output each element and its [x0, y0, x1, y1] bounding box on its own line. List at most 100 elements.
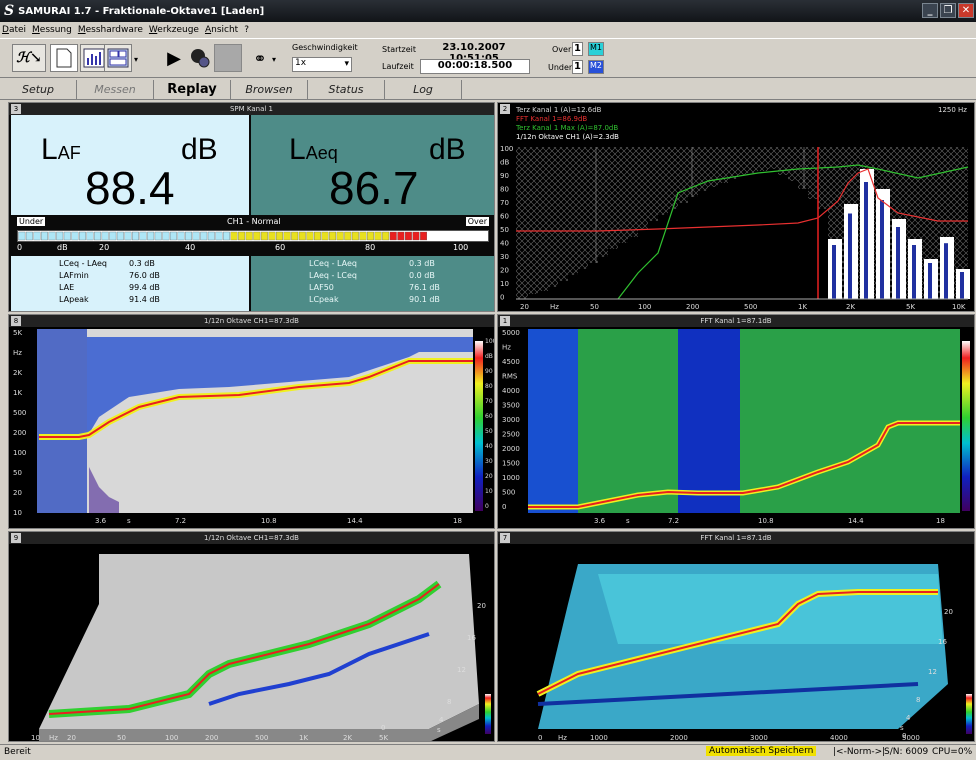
- wf2-xlabel: 3000: [750, 734, 768, 742]
- level-segment: [41, 231, 48, 241]
- spm-panel[interactable]: SPM Kanal 1 3 LAF dB 88.4 LAeq dB 86.7 U…: [8, 102, 495, 312]
- norm-indicator: |<-Norm->|: [833, 747, 886, 757]
- waterfall-octave-panel[interactable]: 1/12n Oktave CH1=87.3dB 9 10 Hz 20 50 100 200…: [8, 531, 495, 742]
- wf2-xlabel: 5000: [902, 734, 920, 742]
- wf1-depth-label: 20: [477, 602, 486, 610]
- spec-bar: [628, 237, 638, 299]
- multi-chart-icon[interactable]: [104, 44, 132, 72]
- wf1-depth-label: s: [437, 726, 441, 734]
- sono2-ylabel: 500: [502, 489, 515, 497]
- menu-help[interactable]: ?: [244, 25, 249, 35]
- speed-label: Geschwindigkeit: [292, 43, 358, 52]
- bar-chart-icon[interactable]: [80, 44, 108, 72]
- search-dropdown-icon[interactable]: ▾: [272, 55, 277, 64]
- wf1-depth-label: 8: [447, 698, 451, 706]
- tab-messen[interactable]: Messen: [77, 80, 154, 99]
- spec-ylabel: 50: [500, 226, 509, 234]
- level-segment: [78, 231, 86, 241]
- sono2-ylabel: 2500: [502, 431, 520, 439]
- menu-messung[interactable]: Messung: [32, 25, 72, 35]
- hardware-icon[interactable]: ℋ↘: [12, 44, 46, 72]
- toolbar: ℋ↘ ▾ ▶ ⚭ ▾ Geschwindigkeit 1x ▾ Startzei…: [0, 38, 976, 78]
- menu-ansicht[interactable]: Ansicht: [204, 25, 239, 35]
- spec-bar: [568, 275, 578, 299]
- sono1-scale-label: 30: [485, 458, 493, 465]
- scale-40: 40: [185, 243, 196, 252]
- sono1-xlabel: 3.6: [95, 517, 107, 525]
- level-segment: [169, 231, 177, 241]
- m1-marker[interactable]: M1: [588, 42, 604, 56]
- legend-4: 1/12n Oktave CH1 (A)=2.3dB: [516, 133, 619, 141]
- sono2-xlabel: 14.4: [848, 517, 864, 525]
- laf-box: LAF dB 88.4: [11, 115, 249, 215]
- speed-value: 1x: [295, 58, 307, 68]
- window-title: SAMURAI 1.7 - Fraktionale-Oktave1 [Laden…: [18, 5, 265, 17]
- stop-icon[interactable]: [214, 44, 242, 72]
- level-segment: [260, 231, 268, 241]
- stats-right: [251, 256, 494, 311]
- spec-bar: [608, 249, 618, 299]
- spec-bar: [698, 191, 708, 299]
- laf-value: 88.4: [85, 162, 175, 214]
- maximize-button[interactable]: ❐: [940, 3, 956, 18]
- spec-bar: [678, 203, 688, 299]
- sonogram-octave-panel[interactable]: 1/12n Oktave CH1=87.3dB 8 5K Hz 2K 1K 500 200…: [8, 314, 495, 529]
- waterfall-fft-panel[interactable]: FFT Kanal 1=87.1dB 7 0 Hz 1000 2000 3000 4000…: [497, 531, 975, 742]
- oct12-bar: [928, 263, 932, 299]
- scale-db: dB: [57, 243, 68, 252]
- sono1-scale-label: 10: [485, 488, 493, 495]
- app-logo-icon: S: [4, 3, 15, 19]
- wf2-panel-number: 7: [500, 533, 510, 543]
- spec-bar: [738, 175, 748, 299]
- start-label: Startzeit: [382, 45, 417, 54]
- wf1-header: 1/12n Oktave CH1=87.3dB: [9, 532, 494, 544]
- minimize-button[interactable]: _: [922, 3, 938, 18]
- chart-dropdown-icon[interactable]: ▾: [134, 55, 139, 64]
- channel-label: CH1 - Normal: [227, 217, 281, 226]
- wf1-depth-label: 4: [439, 716, 444, 724]
- m2-marker[interactable]: M2: [588, 60, 604, 74]
- speed-select[interactable]: 1x ▾: [292, 57, 352, 72]
- tab-replay[interactable]: Replay: [154, 80, 231, 99]
- binoculars-icon[interactable]: ⚭: [253, 48, 267, 68]
- laf-label: LAF: [41, 133, 81, 166]
- settings-person-icon[interactable]: [186, 44, 214, 72]
- over-count: 1: [572, 42, 583, 56]
- tab-log[interactable]: Log: [385, 80, 462, 99]
- oct12-bar: [944, 243, 948, 299]
- tab-status[interactable]: Status: [308, 80, 385, 99]
- sono1-header: 1/12n Oktave CH1=87.3dB: [9, 315, 494, 327]
- stat-row: LAF50 76.1 dB: [309, 283, 440, 292]
- spec-bar: [648, 221, 658, 299]
- level-segment: [185, 231, 193, 241]
- new-file-icon[interactable]: [50, 44, 78, 72]
- close-button[interactable]: ✕: [958, 3, 974, 18]
- stat-row: LCeq - LAeq 0.3 dB: [59, 259, 155, 268]
- sono1-panel-number: 8: [11, 316, 21, 326]
- sonogram-fft-panel[interactable]: FFT Kanal 1=87.1dB 1 5000 Hz 4500 RMS 4000 35…: [497, 314, 975, 529]
- spec-xlabel: 2K: [846, 303, 855, 311]
- wf1-depth-label: 16: [467, 634, 476, 642]
- sono1-xlabel: 18: [453, 517, 462, 525]
- tab-browsen[interactable]: Browsen: [231, 80, 308, 99]
- meter-scale: 0 dB 20 40 60 80 100: [17, 243, 489, 255]
- legend-2: FFT Kanal 1=86.9dB: [516, 115, 587, 123]
- menu-datei[interactable]: Datei: [2, 25, 27, 35]
- spectrum-panel[interactable]: 2 Terz Kanal 1 (A)=12.6dB FFT Kanal 1=86…: [497, 102, 975, 312]
- sono1-ylabel: 10: [13, 509, 22, 517]
- spec-ylabel: 80: [500, 186, 509, 194]
- sono1-xlabel: s: [127, 517, 131, 525]
- level-segment: [253, 231, 261, 241]
- spec-bar: [638, 229, 648, 299]
- level-segment: [321, 231, 329, 241]
- sono1-scale-label: 50: [485, 428, 493, 435]
- level-segment: [397, 231, 405, 241]
- wf2-xlabel: 4000: [830, 734, 848, 742]
- spm-panel-number: 3: [11, 104, 21, 114]
- menu-messhardware[interactable]: Messhardware: [77, 25, 143, 35]
- level-segment: [116, 231, 124, 241]
- level-segment: [276, 231, 283, 241]
- tab-setup[interactable]: Setup: [0, 80, 77, 99]
- play-icon[interactable]: ▶: [167, 47, 181, 69]
- menu-werkzeuge[interactable]: Werkzeuge: [148, 25, 199, 35]
